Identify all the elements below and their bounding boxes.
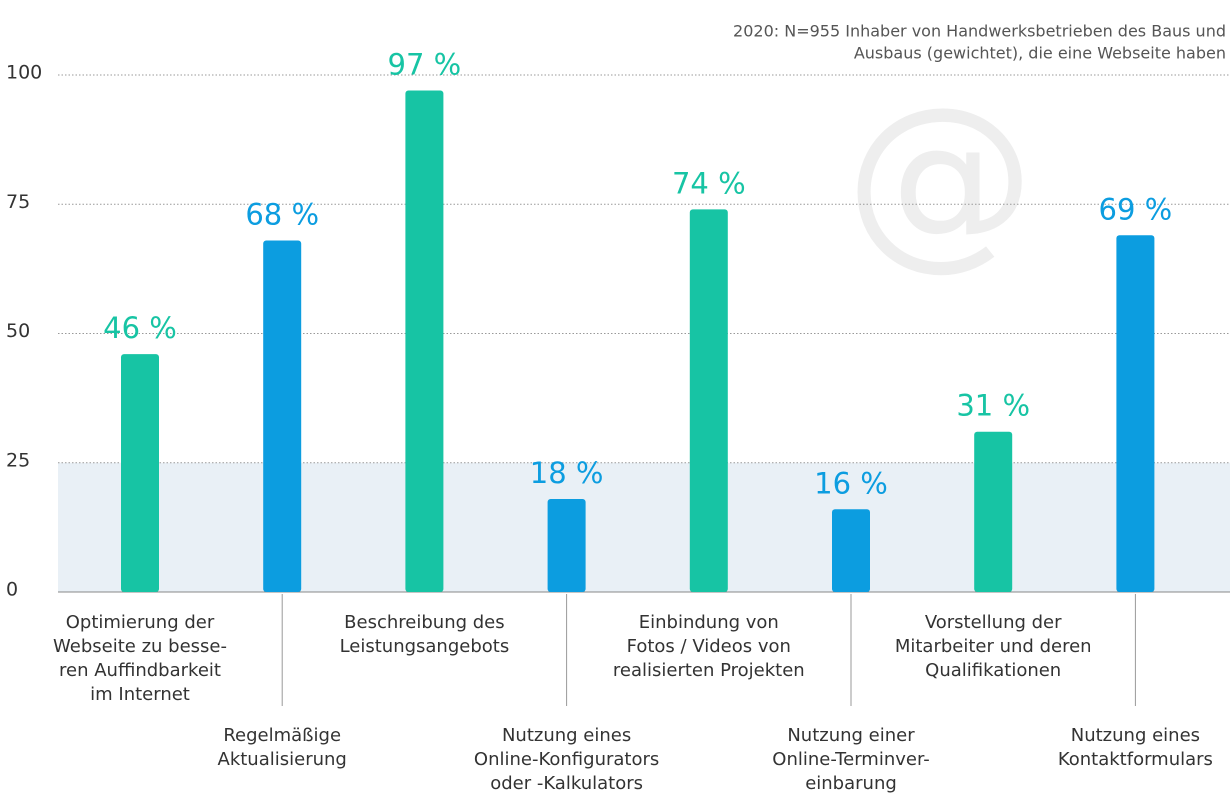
x-tick-label: Qualifikationen (925, 660, 1061, 681)
value-label: 31 % (956, 389, 1030, 423)
value-label: 74 % (672, 166, 746, 200)
x-tick-label: Einbindung von (639, 612, 779, 633)
y-tick-label: 50 (6, 320, 30, 342)
x-tick-label: Aktualisierung (218, 749, 347, 770)
x-tick-label: realisierten Projekten (613, 660, 805, 681)
x-tick-label: Nutzung eines (502, 725, 631, 746)
note: 2020: N=955 Inhaber von Handwerksbetrieb… (733, 22, 1226, 41)
bar (547, 498, 586, 592)
bar (832, 509, 870, 592)
bar (974, 431, 1013, 592)
x-tick-label: Nutzung eines (1071, 725, 1200, 746)
y-tick-label: 75 (6, 191, 30, 213)
value-label: 97 % (388, 48, 462, 82)
x-tick-label: Mitarbeiter und deren (895, 636, 1092, 657)
value-label: 18 % (530, 456, 604, 490)
shaded-band (58, 462, 1230, 592)
x-tick-label: im Internet (90, 684, 190, 705)
x-tick-label: Leistungsangebots (340, 636, 510, 657)
value-label: 68 % (245, 197, 319, 231)
x-tick-label: Webseite zu besse- (53, 636, 227, 657)
x-tick-label: Fotos / Videos von (627, 636, 791, 657)
watermark: @ (845, 66, 1035, 287)
x-tick-label: ren Auffindbarkeit (59, 660, 221, 681)
bar (689, 209, 728, 593)
x-tick-label: Beschreibung des (344, 612, 504, 633)
y-tick-label: 25 (6, 449, 30, 471)
x-tick-label: Nutzung einer (787, 725, 915, 746)
x-tick-label: Online-Terminver- (772, 749, 929, 770)
bar (263, 240, 302, 592)
note: Ausbaus (gewichtet), die eine Webseite h… (854, 44, 1226, 63)
x-tick-label: oder -Kalkulators (490, 773, 643, 794)
x-tick-label: Kontaktformulars (1058, 749, 1213, 770)
value-label: 16 % (814, 466, 888, 500)
bar (1116, 235, 1155, 592)
x-tick-label: Regelmäßige (223, 725, 341, 746)
x-tick-label: Optimierung der (66, 612, 215, 633)
x-tick-label: Vorstellung der (925, 612, 1062, 633)
x-tick-label: Online-Konfigurators (474, 749, 659, 770)
value-label: 69 % (1099, 192, 1173, 226)
bar (405, 90, 444, 592)
value-label: 46 % (103, 311, 177, 345)
y-tick-label: 0 (6, 579, 18, 601)
bar (121, 354, 159, 592)
x-tick-label: einbarung (805, 773, 897, 794)
y-tick-label: 100 (6, 62, 42, 84)
